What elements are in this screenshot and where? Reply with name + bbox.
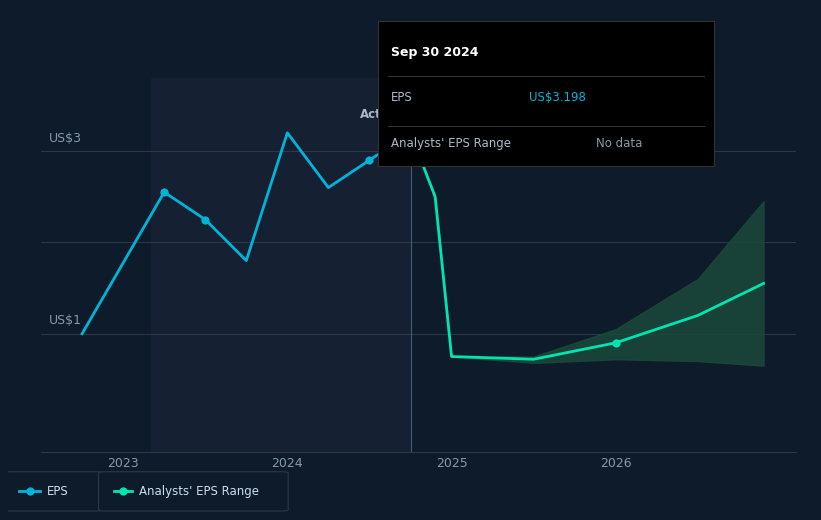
Point (199, 215, 212, 224)
Text: Analysts' EPS Range: Analysts' EPS Range (391, 137, 511, 150)
Text: US$3.198: US$3.198 (530, 90, 586, 103)
Text: No data: No data (597, 137, 643, 150)
Text: US$3: US$3 (49, 132, 82, 145)
Point (158, 188, 171, 197)
FancyBboxPatch shape (99, 472, 288, 511)
Bar (151, 78, 410, 452)
Point (404, 129, 417, 137)
Text: US$1: US$1 (49, 314, 82, 327)
Point (609, 339, 622, 347)
Text: EPS: EPS (47, 485, 68, 498)
Text: EPS: EPS (391, 90, 413, 103)
Text: Sep 30 2024: Sep 30 2024 (391, 46, 479, 59)
Point (363, 156, 376, 164)
FancyBboxPatch shape (3, 472, 103, 511)
Text: Analysts' EPS Range: Analysts' EPS Range (140, 485, 259, 498)
Text: Actual: Actual (360, 108, 402, 121)
Text: Analysts Forecasts: Analysts Forecasts (424, 108, 534, 121)
